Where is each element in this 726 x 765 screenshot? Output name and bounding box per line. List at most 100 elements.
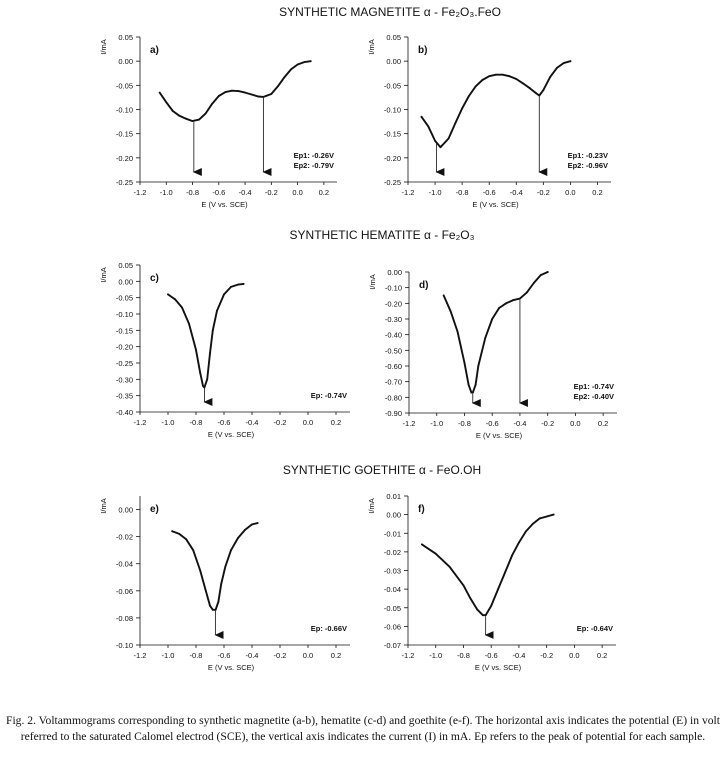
y-axis-label: I/mA xyxy=(99,39,108,54)
x-tick-label: 0.2 xyxy=(331,418,341,427)
x-tick-label: 0.0 xyxy=(570,419,580,428)
x-tick-label: 0.2 xyxy=(319,188,329,197)
y-tick-label: -0.07 xyxy=(384,641,401,650)
data-point xyxy=(242,283,245,285)
chart-panel-f: 0.01 0.00 -0.01 -0.02 -0.03 -0.04 -0.05 -0.06 -0… xyxy=(367,492,616,672)
chart-panel-a: 0.05 0.00 -0.05 -0.10 -0.15 -0.20 -0.25-1.2 -1.… xyxy=(99,33,337,209)
data-point xyxy=(250,93,253,96)
data-point xyxy=(237,283,239,286)
data-point xyxy=(256,522,259,524)
figure-caption: Fig. 2. Voltammograms corresponding to s… xyxy=(6,714,720,743)
x-tick-label: -1.0 xyxy=(162,418,175,427)
peak-annotation: Ep1: -0.23V xyxy=(568,151,608,160)
x-tick-label: -1.2 xyxy=(134,188,147,197)
y-tick-label: -0.90 xyxy=(385,409,402,418)
x-tick-label: 0.2 xyxy=(597,651,607,660)
y-tick-label: -0.10 xyxy=(116,310,133,319)
x-tick-label: 0.2 xyxy=(598,419,608,428)
peak-annotation: Ep: -0.64V xyxy=(577,624,613,633)
peak-annotation: Ep1: -0.26V xyxy=(294,151,334,160)
y-tick-label: -0.02 xyxy=(116,533,133,542)
y-axis-label: I/mA xyxy=(368,274,377,289)
y-axis-label: I/mA xyxy=(99,498,108,513)
data-point xyxy=(476,608,479,611)
data-point xyxy=(519,297,521,300)
x-tick-label: -1.0 xyxy=(160,188,173,197)
data-point xyxy=(211,329,214,332)
y-tick-label: -0.25 xyxy=(116,359,133,368)
peak-annotation: Ep: -0.66V xyxy=(311,624,347,633)
data-point xyxy=(562,62,565,64)
x-tick-label: -1.0 xyxy=(162,651,175,660)
data-point xyxy=(434,140,436,142)
chart-panel-d: 0.00 -0.10 -0.20 -0.30 -0.40 -0.50 -0.60 -0.70 -… xyxy=(368,268,617,440)
data-point xyxy=(185,117,187,120)
voltammogram-figure: SYNTHETIC MAGNETITE α - Fe₂O₃.FeO SYNTHE… xyxy=(99,5,617,672)
y-tick-label: -0.15 xyxy=(384,130,401,139)
x-tick-label: -0.4 xyxy=(246,651,259,660)
data-point xyxy=(495,73,497,76)
y-tick-label: -0.10 xyxy=(116,641,133,650)
data-point xyxy=(491,318,494,320)
data-point xyxy=(420,115,423,118)
data-point xyxy=(454,122,457,124)
data-point xyxy=(220,583,223,585)
data-point xyxy=(217,600,220,603)
data-point xyxy=(195,349,197,351)
data-point xyxy=(199,569,202,572)
voltammogram-line xyxy=(167,282,245,389)
y-axis-label: I/mA xyxy=(99,267,108,282)
x-tick-label: -0.8 xyxy=(458,419,471,428)
data-point xyxy=(171,530,174,533)
data-point xyxy=(216,309,218,312)
y-tick-label: -0.06 xyxy=(116,587,133,596)
data-point xyxy=(231,89,233,92)
y-tick-label: -0.20 xyxy=(384,154,401,163)
data-point xyxy=(531,523,534,525)
y-tick-label: -0.10 xyxy=(384,106,401,115)
data-point xyxy=(203,386,206,389)
x-tick-label: -0.8 xyxy=(457,651,470,660)
y-tick-label: -0.25 xyxy=(384,178,401,187)
data-point xyxy=(158,91,161,94)
data-point xyxy=(290,68,292,71)
data-point xyxy=(191,120,194,122)
x-axis-label: E (V vs. SCE) xyxy=(476,431,523,440)
data-point xyxy=(165,101,168,104)
chart-panel-e: 0.00 -0.02 -0.04 -0.06 -0.08 -0.10-1.2 -1.0 -0.… xyxy=(99,496,350,672)
data-point xyxy=(257,95,260,98)
data-point xyxy=(427,125,430,128)
data-point xyxy=(244,529,246,531)
y-tick-label: -0.80 xyxy=(385,393,402,402)
data-point xyxy=(518,541,520,544)
voltammogram-line xyxy=(420,60,572,149)
data-point xyxy=(497,588,499,590)
data-point xyxy=(296,63,299,66)
data-point xyxy=(538,517,541,520)
data-point xyxy=(526,291,528,294)
x-tick-label: -1.0 xyxy=(430,419,443,428)
data-point xyxy=(230,286,232,288)
data-point xyxy=(490,605,493,607)
x-axis-label: E (V vs. SCE) xyxy=(472,200,519,209)
data-point xyxy=(549,76,551,78)
data-point xyxy=(434,552,437,555)
data-point xyxy=(449,310,452,313)
x-axis-label: E (V vs. SCE) xyxy=(201,200,248,209)
x-tick-label: 0.0 xyxy=(303,418,313,427)
data-point xyxy=(474,85,477,88)
data-point xyxy=(481,79,484,81)
x-tick-label: -0.4 xyxy=(513,419,526,428)
y-tick-label: -0.03 xyxy=(384,567,401,576)
y-tick-label: 0.00 xyxy=(386,511,401,520)
section-title-hematite: SYNTHETIC HEMATITE α - Fe₂O₃ xyxy=(290,228,475,242)
data-point xyxy=(421,543,423,546)
chart-panel-b: 0.05 0.00 -0.05 -0.10 -0.15 -0.20 -0.25-1.2 -1.… xyxy=(367,33,611,209)
x-tick-label: -0.8 xyxy=(190,418,203,427)
data-point xyxy=(211,608,214,611)
data-point xyxy=(224,565,227,568)
data-point xyxy=(461,107,463,110)
x-tick-label: 0.2 xyxy=(331,651,341,660)
data-point xyxy=(223,293,225,296)
x-tick-label: -0.8 xyxy=(190,651,203,660)
